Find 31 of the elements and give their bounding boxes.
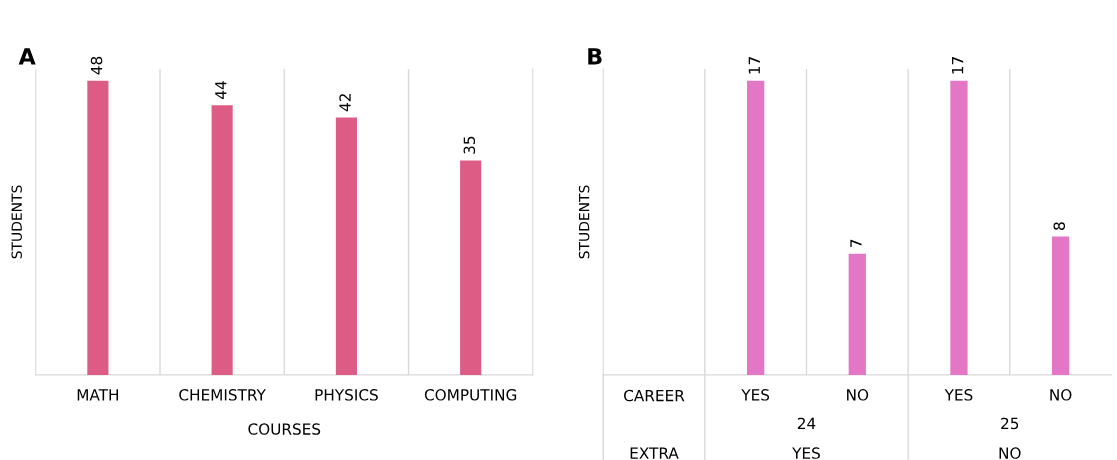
text: EXTRA (630, 447, 679, 459)
bar (87, 80, 109, 375)
x-tick-label: CHEMISTRY (179, 389, 266, 401)
x-tick-label: COMPUTING (424, 389, 517, 401)
bar (335, 117, 357, 375)
data-label: 35 (463, 136, 476, 154)
text: CAREER (624, 389, 685, 402)
x-tick-label: PHYSICS (315, 389, 378, 401)
text: YES (792, 447, 820, 459)
x-tick-label: NO (847, 389, 869, 401)
x-axis-title: COURSES (248, 423, 321, 435)
bar (211, 105, 233, 375)
y-axis-title: STUDENTS (11, 185, 22, 259)
x-tick-label: MATH (77, 389, 119, 401)
data-label: 48 (90, 56, 103, 75)
y-axis-title: STUDENTS (578, 185, 590, 259)
data-label: 42 (339, 94, 351, 112)
x-tick-label: NO (1050, 389, 1072, 401)
data-label: 17 (952, 57, 964, 74)
chart-title: B (588, 48, 602, 65)
data-label: 7 (850, 239, 862, 247)
data-label: 17 (748, 57, 760, 74)
x-tick-label: YES (741, 389, 770, 401)
text: 24 (797, 417, 816, 429)
data-label: 8 (1053, 222, 1066, 230)
x-tick-label: YES (944, 389, 973, 401)
bar (460, 160, 482, 375)
text: NO (999, 447, 1021, 459)
chart-title: A (18, 48, 36, 65)
text: 25 (1001, 417, 1019, 430)
data-label: 44 (215, 81, 227, 99)
